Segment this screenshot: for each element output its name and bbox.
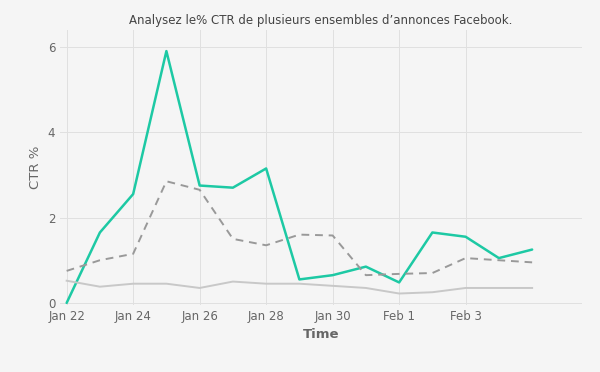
X-axis label: Time: Time [303, 328, 339, 341]
Title: Analysez le% CTR de plusieurs ensembles d’annonces Facebook.: Analysez le% CTR de plusieurs ensembles … [130, 14, 512, 27]
Y-axis label: CTR %: CTR % [29, 146, 42, 189]
